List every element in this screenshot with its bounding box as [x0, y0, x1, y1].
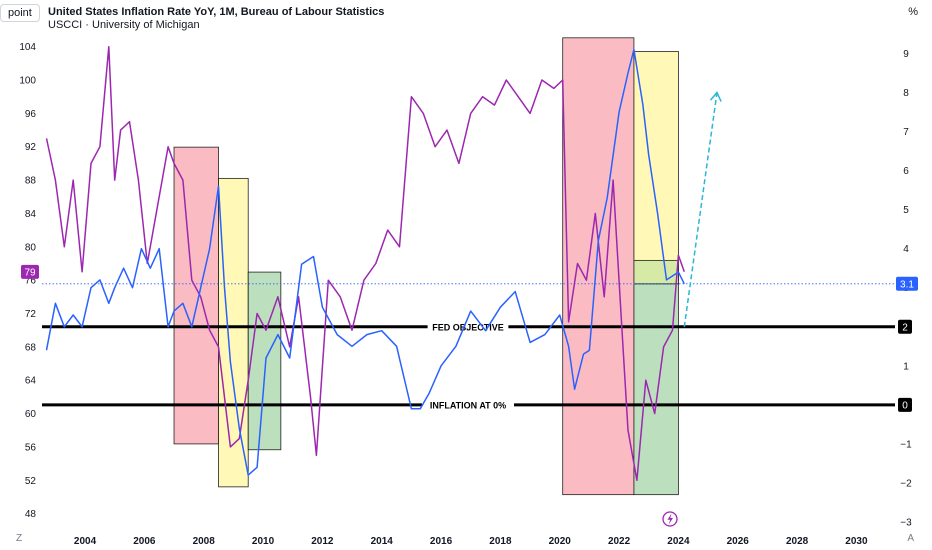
- left-tick-label: 80: [25, 242, 37, 253]
- lightning-icon: [667, 513, 673, 525]
- event-marker[interactable]: [662, 511, 678, 527]
- right-tick-label: 5: [903, 205, 909, 216]
- right-tick-label: 8: [903, 88, 909, 99]
- left-axis-ticks: 48 52 56 60 64 68 72 76 80 84 88 92 96 100 104: [19, 42, 36, 520]
- x-tick-label: 2028: [786, 536, 809, 547]
- shaded-region-2: [218, 177, 249, 488]
- right-last-value-badge-bg: [896, 276, 918, 291]
- shaded-region-4: [562, 37, 635, 496]
- x-tick-label: 2008: [193, 536, 216, 547]
- x-tick-label: 2022: [608, 536, 631, 547]
- reference-label-bg-1: [427, 320, 509, 333]
- left-tick-label: 52: [25, 476, 37, 487]
- left-last-value-badge: 79: [24, 267, 36, 278]
- x-tick-label: 2020: [549, 536, 572, 547]
- left-tick-label: 68: [25, 342, 37, 353]
- series-line-1: [45, 45, 686, 482]
- x-tick-label: 2012: [311, 536, 334, 547]
- right-tick-label: 4: [903, 244, 909, 255]
- right-tick-label: −1: [900, 439, 912, 450]
- projection-arrowhead: [709, 91, 722, 102]
- right-tick-label: 7: [903, 127, 909, 138]
- x-tick-label: 2016: [430, 536, 453, 547]
- left-last-value-badge-bg: [21, 264, 39, 279]
- series-lines: [45, 45, 722, 482]
- left-tick-label: 60: [25, 409, 37, 420]
- left-unit-label[interactable]: point: [0, 4, 40, 22]
- chart-title: United States Inflation Rate YoY, 1M, Bu…: [48, 6, 385, 18]
- horizontal-lines: FED OBJECTIVE INFLATION AT 0%: [42, 283, 895, 411]
- right-tick-label: −3: [900, 518, 912, 529]
- right-tick-label: 1: [903, 361, 909, 372]
- shaded-region-1: [173, 146, 219, 445]
- x-tick-label: 2014: [371, 536, 394, 547]
- left-tick-label: 72: [25, 309, 37, 320]
- x-tick-label: 2024: [667, 536, 690, 547]
- x-axis-ticks: 2004 2006 2008 2010 2012 2014 2016 2018 2020 2022…: [74, 536, 868, 547]
- left-tick-label: 88: [25, 176, 37, 187]
- series-line-2: [45, 48, 685, 476]
- right-tick-label: −2: [900, 478, 912, 489]
- x-tick-label: 2010: [252, 536, 275, 547]
- chart-subtitle: USCCI · University of Michigan: [48, 19, 200, 31]
- series-line-3: [683, 92, 718, 327]
- timezone-toggle[interactable]: Z: [16, 533, 23, 544]
- shaded-regions: [173, 37, 679, 496]
- left-tick-label: 76: [25, 276, 37, 287]
- x-tick-label: 2026: [727, 536, 750, 547]
- x-tick-label: 2018: [489, 536, 512, 547]
- shaded-region-3: [247, 271, 282, 451]
- auto-scale-toggle[interactable]: A: [907, 533, 914, 544]
- left-tick-label: 84: [25, 209, 37, 220]
- right-tick-label: 6: [903, 166, 909, 177]
- price-badges: 79 3.1 2 0: [21, 264, 918, 412]
- left-tick-label: 96: [25, 109, 37, 120]
- reference-value-badge-1-bg: [898, 319, 912, 334]
- left-tick-label: 56: [25, 442, 37, 453]
- x-tick-label: 2004: [74, 536, 97, 547]
- left-tick-label: 48: [25, 509, 37, 520]
- right-last-value-badge: 3.1: [900, 279, 914, 290]
- right-tick-label: 9: [903, 49, 909, 60]
- x-tick-label: 2030: [845, 536, 868, 547]
- shaded-region-6: [633, 283, 679, 496]
- right-unit-label[interactable]: %: [908, 6, 918, 18]
- left-tick-label: 92: [25, 142, 37, 153]
- reference-label-2: INFLATION AT 0%: [430, 400, 506, 410]
- reference-label-bg-2: [422, 398, 514, 411]
- reference-value-badge-2: 0: [902, 400, 908, 411]
- shaded-region-7: [633, 259, 679, 285]
- left-tick-label: 104: [19, 42, 36, 53]
- reference-value-badge-2-bg: [898, 397, 912, 412]
- x-tick-label: 2006: [133, 536, 156, 547]
- reference-label-1: FED OBJECTIVE: [432, 322, 504, 332]
- left-tick-label: 100: [19, 76, 36, 87]
- reference-value-badge-1: 2: [902, 322, 908, 333]
- left-tick-label: 64: [25, 376, 37, 387]
